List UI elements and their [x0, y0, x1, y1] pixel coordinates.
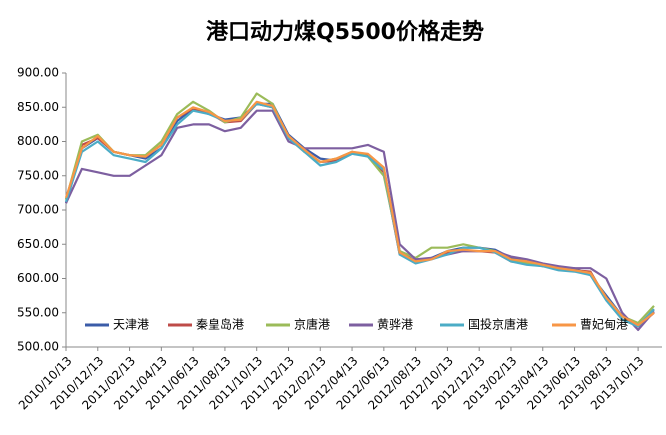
series-line — [65, 109, 655, 331]
series-line — [64, 92, 655, 325]
y-tick-label: 750.00 — [17, 168, 59, 182]
y-tick-label: 600.00 — [17, 271, 59, 285]
legend-label: 黄骅港 — [377, 318, 413, 332]
series-line — [64, 102, 655, 328]
y-tick-label: 550.00 — [17, 305, 59, 319]
series-line — [64, 102, 655, 328]
y-tick-label: 850.00 — [17, 100, 59, 114]
legend-label: 天津港 — [113, 318, 149, 332]
series-line — [64, 102, 655, 328]
y-tick-label: 800.00 — [17, 134, 59, 148]
legend-label: 京唐港 — [294, 317, 330, 332]
y-tick-label: 650.00 — [17, 237, 59, 251]
legend-label: 秦皇岛港 — [196, 317, 244, 332]
y-tick-label: 700.00 — [17, 203, 59, 217]
chart-title: 港口动力煤Q5500价格走势 — [206, 19, 484, 45]
legend-label: 曹妃甸港 — [580, 318, 628, 332]
y-tick-label: 500.00 — [17, 340, 59, 354]
series-line — [64, 100, 655, 327]
y-tick-label: 900.00 — [17, 66, 59, 80]
legend-label: 国投京唐港 — [468, 317, 528, 332]
